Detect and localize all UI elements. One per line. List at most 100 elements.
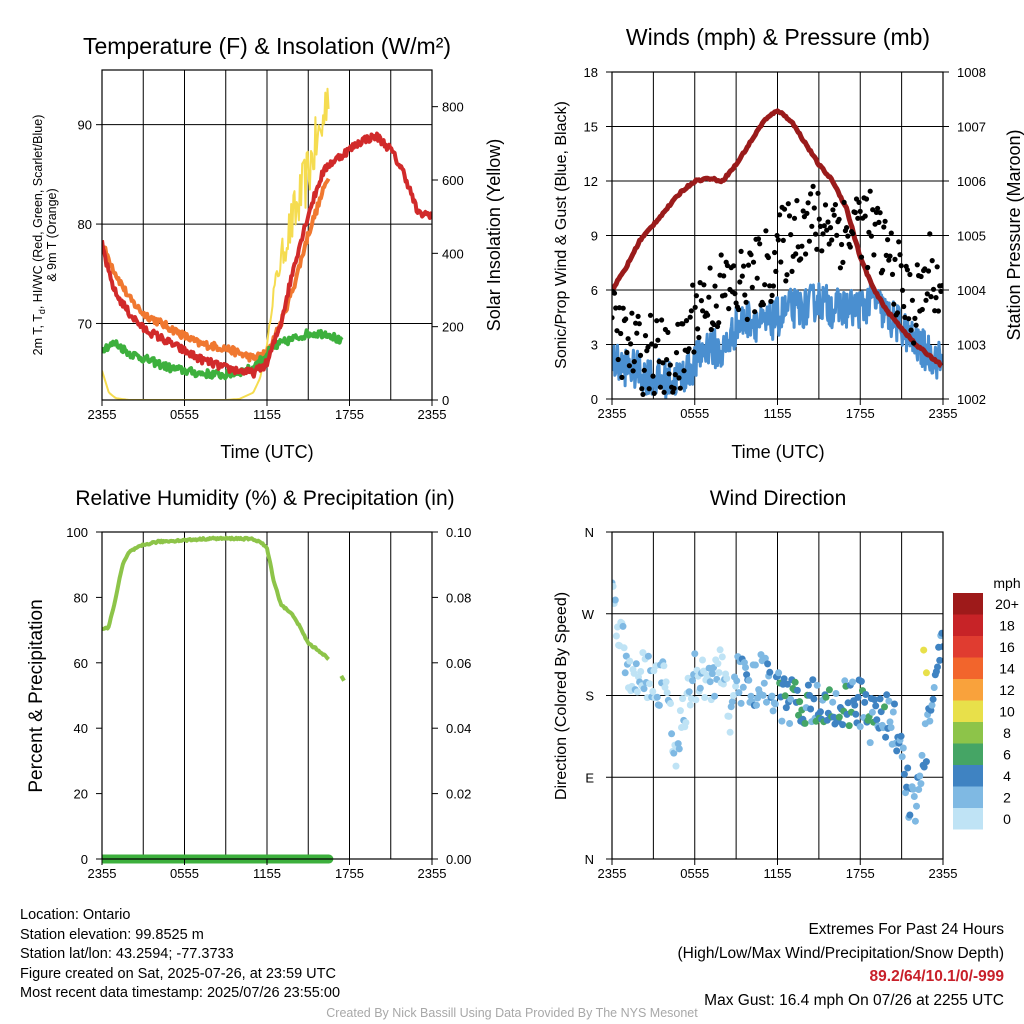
humidity-series <box>102 535 346 864</box>
wind-direction-point <box>920 646 928 654</box>
wind-direction-point <box>893 747 901 755</box>
x-tick-label: 2355 <box>88 407 117 422</box>
gust-point <box>733 300 739 306</box>
gust-point <box>934 264 940 270</box>
pressure-y-ticks: 1002 1003 1004 1005 1006 1007 1008 <box>943 65 986 407</box>
wind-direction-point <box>851 701 859 709</box>
gust-point <box>680 321 686 327</box>
wind-direction-point <box>675 745 683 753</box>
gust-point <box>688 308 695 314</box>
wind-direction-point <box>619 622 627 630</box>
speed-legend-label: 0 <box>1003 811 1011 827</box>
wind-direction-point <box>716 646 724 654</box>
gust-point <box>827 225 834 231</box>
gust-point <box>636 321 642 327</box>
wind-direction-point <box>739 683 747 691</box>
gust-point <box>732 291 738 297</box>
precip-y-ticks: 0.00 0.02 0.04 0.06 0.08 0.10 <box>432 525 471 867</box>
extremes-title: Extremes For Past 24 Hours <box>808 921 1004 938</box>
wind-direction-point <box>876 695 884 703</box>
y-tick-label: 12 <box>584 174 598 189</box>
gust-point <box>847 244 853 250</box>
wind-direction-point <box>801 719 809 727</box>
winds-title: Winds (mph) & Pressure (mb) <box>626 24 930 50</box>
gust-point <box>686 346 692 352</box>
gust-point <box>784 272 790 278</box>
gust-point <box>652 343 659 349</box>
speed-legend-swatch <box>953 593 983 615</box>
gust-point <box>868 233 875 239</box>
x-tick-label: 2355 <box>929 866 958 881</box>
gust-point <box>811 205 817 211</box>
gust-point <box>744 316 750 322</box>
wind-direction-point <box>706 678 714 686</box>
gust-point <box>722 292 728 298</box>
gust-point <box>927 231 933 237</box>
gust-point <box>667 362 673 368</box>
gust-point <box>781 206 788 212</box>
gust-point <box>886 257 892 263</box>
gust-point <box>919 306 925 313</box>
wind-direction-point <box>936 656 943 664</box>
gust-point <box>660 360 666 366</box>
gust-point <box>904 267 911 273</box>
gust-point <box>707 265 713 271</box>
wind-direction-point <box>913 802 920 810</box>
gust-point <box>899 287 906 293</box>
gust-point <box>768 298 774 304</box>
gust-point <box>845 233 851 239</box>
station-info: Location: Ontario Station elevation: 99.… <box>20 906 340 1004</box>
y-tick-label: 0 <box>591 392 598 407</box>
wind-direction-point <box>920 763 928 771</box>
gust-point <box>794 198 800 204</box>
gust-point <box>831 212 837 218</box>
humidity-line-tail <box>339 674 346 682</box>
wind-direction-point <box>742 664 749 671</box>
temperature-series <box>102 87 432 400</box>
wind-direction-x-ticks: 2355 0555 1155 1755 2355 <box>598 859 958 881</box>
y-tick-label: 3 <box>591 338 598 353</box>
y-tick-label: E <box>585 770 594 785</box>
wind-direction-point <box>887 724 895 731</box>
gust-point <box>739 273 745 279</box>
wind-direction-point <box>685 688 693 696</box>
x-tick-label: 2355 <box>418 866 447 881</box>
y2-tick-label: 1007 <box>957 120 986 135</box>
humidity-y-ticks: 0 20 40 60 80 100 <box>66 525 102 867</box>
latlon-text: Station lat/lon: 43.2594; -77.3733 <box>20 946 234 963</box>
wind-direction-point <box>612 596 619 604</box>
gust-point <box>752 309 758 315</box>
y2-tick-label: 600 <box>442 173 464 188</box>
gust-point <box>772 249 778 256</box>
y-tick-label: W <box>582 607 595 622</box>
gust-point <box>894 310 901 316</box>
temperature-y-label: 2m T, Td, HI/WC (Red, Green, Scarlet/Blu… <box>31 115 59 356</box>
extremes-values: 89.2/64/10.1/0/-999 <box>869 968 1004 985</box>
wind-direction-point <box>766 668 774 676</box>
gust-point <box>773 268 779 274</box>
wind-direction-point <box>649 688 657 695</box>
wind-direction-point <box>793 686 801 694</box>
winds-y-label: Sonic/Prop Wind & Gust (Blue, Black) <box>553 101 570 369</box>
gust-point <box>855 215 861 221</box>
gust-point <box>834 232 840 238</box>
wind-direction-point <box>682 719 690 726</box>
gust-point <box>780 237 786 243</box>
gust-point <box>783 278 789 284</box>
wind-direction-point <box>910 793 918 800</box>
wind-direction-point <box>723 675 731 682</box>
elevation-text: Station elevation: 99.8525 m <box>20 926 204 943</box>
gust-point <box>898 263 904 269</box>
gust-point <box>871 252 877 258</box>
gust-point <box>836 216 842 222</box>
x-tick-label: 1755 <box>846 406 875 421</box>
wind-direction-point <box>868 708 876 716</box>
svg-text:2m T, Td, HI/WC (Red, Green, S: 2m T, Td, HI/WC (Red, Green, Scarlet/Blu… <box>31 115 47 356</box>
y-tick-label: 20 <box>74 787 88 802</box>
gust-point <box>640 391 646 397</box>
wind-direction-grid <box>612 532 943 859</box>
wind-direction-point <box>761 654 769 662</box>
y2-tick-label: 0.00 <box>446 852 471 867</box>
humidity-grid <box>142 532 392 859</box>
gust-point <box>634 330 640 336</box>
